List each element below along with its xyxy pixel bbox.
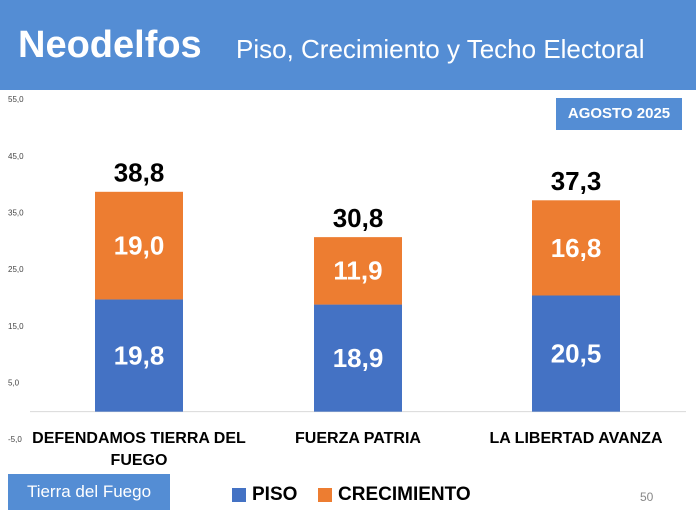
x-tick-label: DEFENDAMOS TIERRA DEL FUEGO (32, 430, 246, 469)
legend-label: CRECIMIENTO (338, 484, 471, 505)
y-tick-label: 15,0 (8, 322, 24, 331)
date-badge: AGOSTO 2025 (556, 98, 682, 130)
region-label: Tierra del Fuego (8, 474, 170, 510)
page-number: 50 (640, 490, 654, 504)
total-label: 38,8 (114, 158, 165, 188)
bar-segment (314, 237, 402, 305)
legend-swatch (232, 488, 246, 502)
y-tick-label: 25,0 (8, 265, 24, 274)
y-tick-label: 55,0 (8, 95, 24, 104)
banner (0, 0, 696, 90)
bar-segment (95, 299, 183, 412)
total-label: 37,3 (551, 166, 602, 196)
chart-subtitle: Piso, Crecimiento y Techo Electoral (236, 34, 645, 64)
bar-segment (314, 304, 402, 412)
x-tick-label: FUERZA PATRIA (295, 430, 421, 447)
value-label: 11,9 (333, 256, 382, 286)
value-label: 19,8 (114, 340, 165, 370)
bar-segment (532, 200, 620, 296)
x-tick-label: LA LIBERTAD AVANZA (489, 430, 663, 447)
value-label: 20,5 (551, 338, 602, 368)
total-label: 30,8 (333, 203, 384, 233)
bar-segment (95, 191, 183, 300)
legend-label: PISO (252, 484, 298, 505)
value-label: 18,9 (333, 343, 384, 373)
y-tick-label: -5,0 (8, 435, 22, 444)
y-tick-label: 35,0 (8, 208, 24, 217)
chart-title: Neodelfos (18, 24, 202, 66)
y-tick-label: 5,0 (8, 378, 20, 387)
value-label: 19,0 (114, 231, 165, 261)
value-label: 16,8 (551, 233, 602, 263)
bar-segment (532, 295, 620, 412)
legend-swatch (318, 488, 332, 502)
y-tick-label: 45,0 (8, 152, 24, 161)
